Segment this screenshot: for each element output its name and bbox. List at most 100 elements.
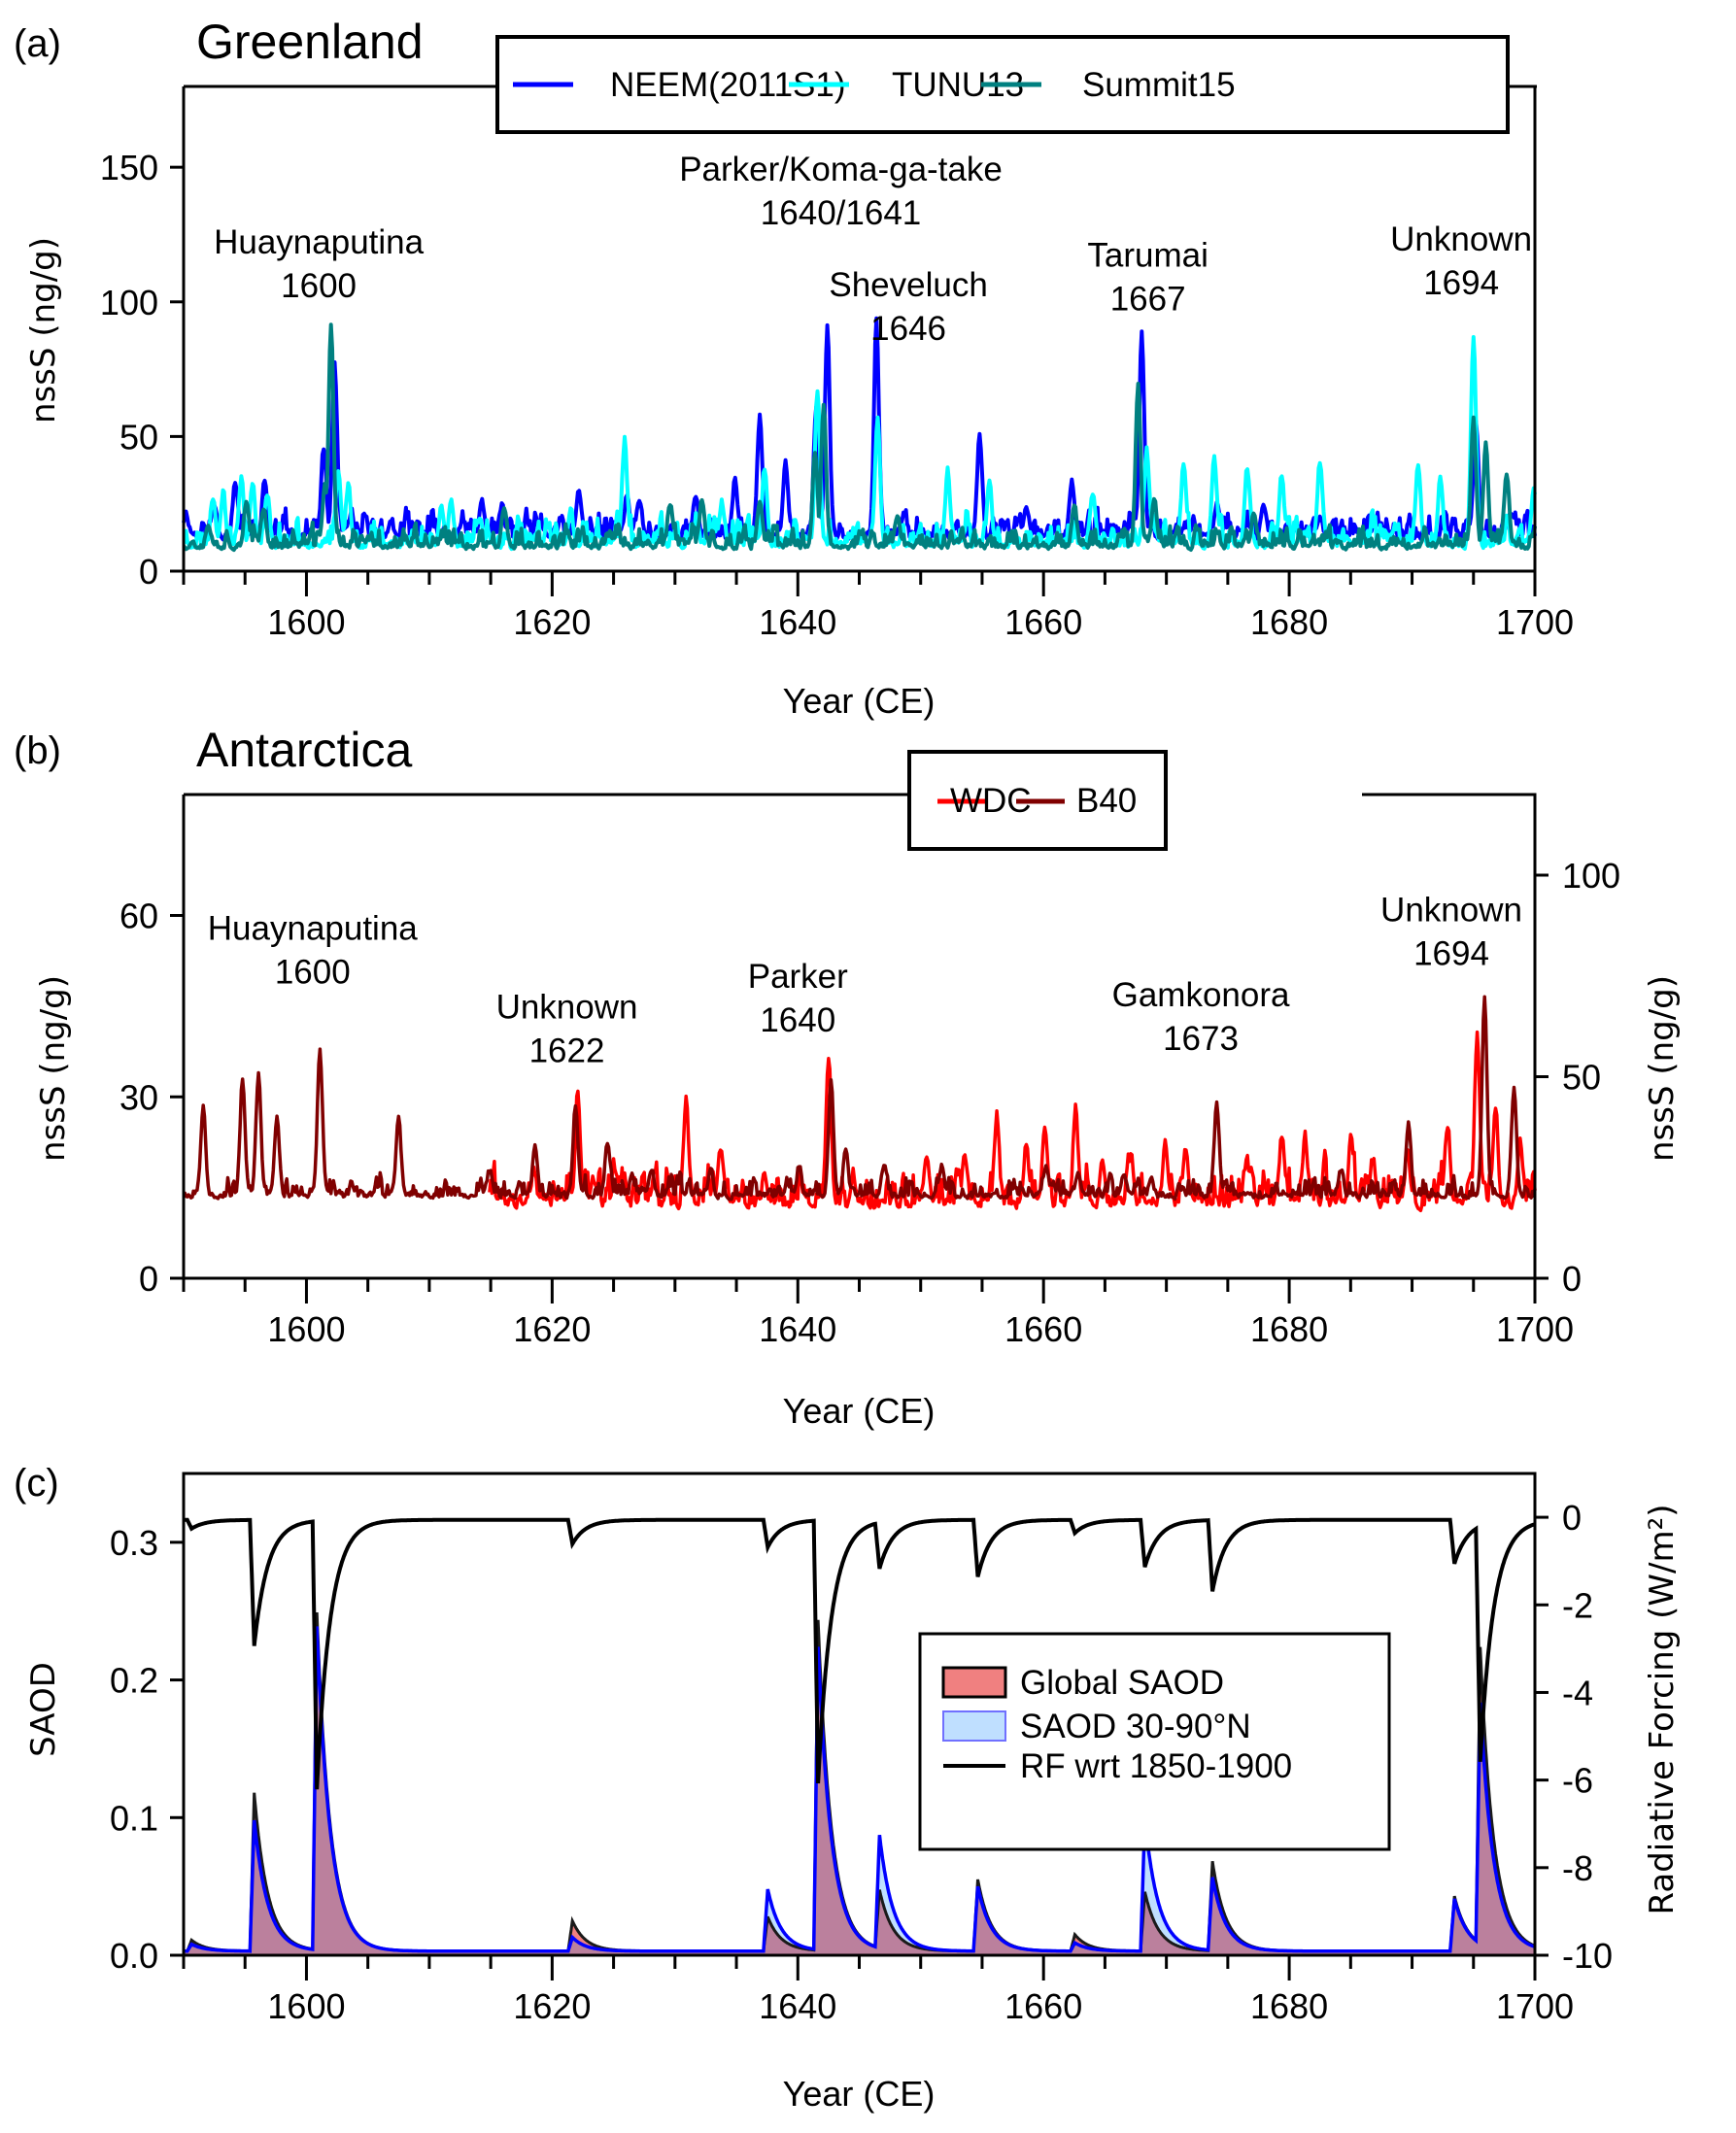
y-tick-label: 30 [119,1077,158,1117]
axes-frame [182,1472,1537,1957]
x-tick-label: 1600 [267,602,345,642]
x-tick-label: 1660 [1004,602,1082,642]
x-tick-label: 1680 [1250,602,1328,642]
y-tick-label: 0.0 [110,1936,158,1976]
series-group [182,995,1537,1213]
x-tick-label: 1660 [1004,1309,1082,1349]
series-line-tunu13 [182,335,1537,552]
annotation-line: Unknown [1390,220,1532,258]
y-right-tick-label: -10 [1562,1936,1613,1976]
event-annotation: Unknown 1622 [496,988,638,1069]
legend-label: B40 [1076,782,1137,820]
legend-label: Global SAOD [1020,1664,1224,1702]
panel-c-ylabel-right: Radiative Forcing (W/m²) [1643,1504,1682,1914]
panel-c-plot-area: 1600 1620 1640 1660 1680 1700 0.0 0.1 0.2 0.3 0 -2 -… [110,1472,1613,2026]
annotation-line: Unknown [1380,892,1522,930]
panel-b-antarctica: (b) Antarctica 1600 1620 1640 1660 1680 1700 0… [14,723,1682,1431]
x-tick-label: 1620 [513,602,591,642]
x-tick-label: 1620 [513,1309,591,1349]
series-line-neem-2011s1- [182,316,1537,542]
annotation-line: 1640/1641 [761,194,921,232]
y-tick-label: 0.2 [110,1661,158,1701]
panel-b-plot-area: 1600 1620 1640 1660 1680 1700 0 30 60 0 50 100 Huayn… [119,793,1620,1349]
panel-c-ylabel-left: SAOD [24,1662,63,1757]
event-annotation: Sheveluch 1646 [829,266,987,348]
x-tick-label: 1640 [759,602,836,642]
annotation-line: Sheveluch [829,266,987,304]
x-tick-label: 1600 [267,1986,345,2026]
nh-saod-line [184,1626,1536,1953]
y-right-tick-label: 0 [1562,1498,1582,1538]
annotation-line: Parker/Koma-ga-take [679,151,1003,188]
panel-a-greenland: (a) Greenland 1600 1620 1640 1660 1680 1700 0 5… [14,15,1574,721]
annotation-line: 1622 [529,1032,605,1069]
panel-a-legend: NEEM(2011S1) TUNU13 Summit15 [495,35,1510,134]
annotation-line: 1640 [760,1001,835,1039]
panel-a-xlabel: Year (CE) [783,681,936,721]
annotation-line: Huaynaputina [214,223,425,261]
annotation-line: Unknown [496,988,638,1026]
y-tick-label: 0 [139,552,158,592]
annotation-line: Parker [748,958,848,996]
y-tick-label: 60 [119,897,158,936]
y-tick-label: 0.1 [110,1798,158,1838]
event-annotation: Unknown 1694 [1380,892,1522,973]
y-tick-label: 150 [100,148,158,187]
legend-swatch-nh [942,1710,1006,1742]
annotation-line: 1646 [870,310,946,348]
annotation-line: Tarumai [1087,237,1208,275]
y-right-tick-label: -6 [1562,1761,1593,1801]
event-annotation: Gamkonora 1673 [1112,976,1290,1058]
annotation-line: 1673 [1163,1020,1239,1058]
event-annotation: Parker/Koma-ga-take 1640/1641 [679,151,1003,232]
panel-c-xlabel: Year (CE) [783,2074,936,2114]
y-tick-label: 100 [100,283,158,322]
legend-swatch-global [941,1666,1007,1699]
panel-c-legend: Global SAOD SAOD 30-90°NRF wrt 1850-1900 [918,1632,1391,1851]
annotation-line: 1694 [1423,264,1499,302]
panel-b-title: Antarctica [196,723,413,777]
x-tick-label: 1600 [267,1309,345,1349]
panel-a-ylabel: nssS (ng/g) [24,237,63,423]
x-tick-label: 1620 [513,1986,591,2026]
x-tick-label: 1700 [1496,1986,1574,2026]
panel-b-letter: (b) [14,729,61,772]
y-tick-label: 50 [119,417,158,457]
rf-line [184,1517,1536,1790]
annotation-line: 1694 [1413,935,1489,973]
event-annotation: Parker 1640 [748,958,848,1039]
annotation-line: Gamkonora [1112,976,1290,1014]
y-right-tick-label: 50 [1562,1058,1601,1098]
panel-c-letter: (c) [14,1462,59,1505]
x-tick-label: 1700 [1496,602,1574,642]
panel-b-xlabel: Year (CE) [783,1391,936,1431]
annotation-line: 1667 [1110,281,1186,319]
series-line-summit15 [182,322,1537,553]
x-tick-label: 1640 [759,1309,836,1349]
series-group [182,316,1537,553]
x-tick-label: 1700 [1496,1309,1574,1349]
legend-label: Summit15 [1082,66,1236,104]
series-line-b40 [182,995,1537,1202]
annotation-line: 1600 [275,953,351,991]
annotation-line: 1600 [281,267,357,305]
x-tick-label: 1680 [1250,1309,1328,1349]
y-tick-label: 0.3 [110,1523,158,1563]
y-right-tick-label: -4 [1562,1673,1593,1712]
event-annotation: Huaynaputina 1600 [214,223,425,305]
panel-b-legend: WDC B40 [907,750,1168,851]
x-tick-label: 1640 [759,1986,836,2026]
panel-a-letter: (a) [14,22,61,65]
legend-label: SAOD 30-90°N [1020,1708,1251,1745]
y-right-tick-label: 0 [1562,1259,1582,1299]
annotation-line: Huaynaputina [208,909,419,947]
x-tick-label: 1680 [1250,1986,1328,2026]
x-tick-label: 1660 [1004,1986,1082,2026]
legend-label: RF wrt 1850-1900 [1020,1747,1292,1785]
y-right-tick-label: 100 [1562,856,1620,896]
y-tick-label: 0 [139,1259,158,1299]
event-annotation: Unknown 1694 [1390,220,1532,302]
panel-c-saod: (c) 1600 1620 1640 1660 1680 1700 0.0 0.1 0.2 0.3… [14,1462,1682,2114]
panel-b-ylabel-left: nssS (ng/g) [34,975,73,1162]
